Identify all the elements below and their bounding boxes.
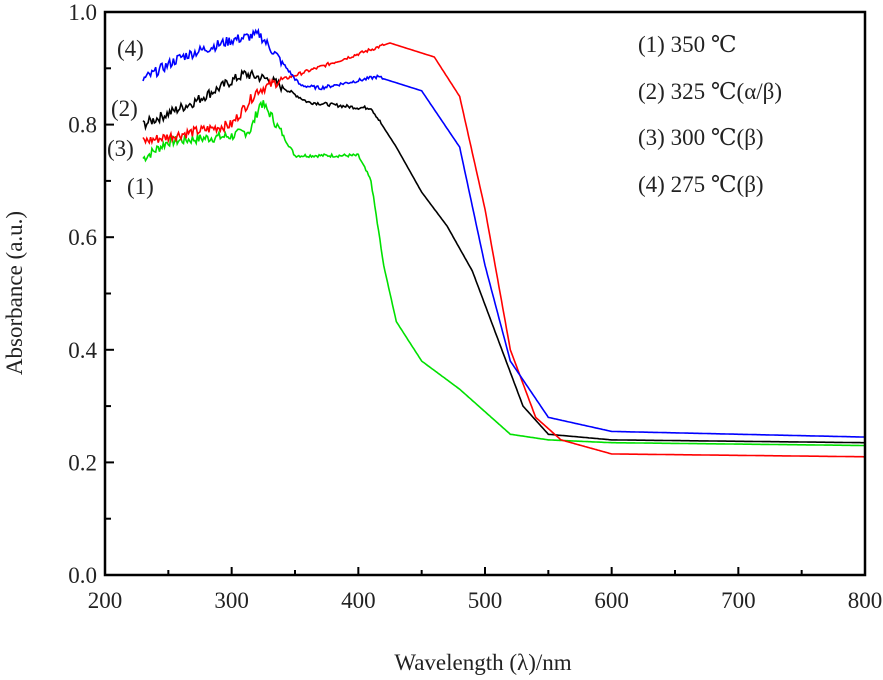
- x-tick-label: 200: [88, 588, 123, 613]
- y-tick-label: 0.0: [68, 563, 97, 588]
- x-tick-label: 400: [341, 588, 376, 613]
- y-tick-label: 0.6: [68, 225, 97, 250]
- series-line-1: [142, 100, 865, 447]
- legend: (1) 350 ℃ (2) 325 ℃(α/β) (3) 300 ℃(β) (4…: [638, 32, 782, 197]
- y-axis-label: Absorbance (a.u.): [2, 211, 27, 375]
- x-tick-label: 700: [721, 588, 756, 613]
- y-tick-label: 1.0: [68, 0, 97, 25]
- legend-entry: (1) 350 ℃: [638, 32, 737, 57]
- curve-label-3: (3): [107, 136, 134, 161]
- series-line-2: [142, 68, 865, 444]
- x-tick-label: 300: [214, 588, 249, 613]
- x-tick-label: 500: [468, 588, 503, 613]
- y-tick-label: 0.2: [68, 450, 97, 475]
- curve-label-4: (4): [117, 36, 144, 61]
- y-tick-label: 0.8: [68, 113, 97, 138]
- curve-label-2: (2): [111, 96, 138, 121]
- series-line-3: [142, 42, 865, 458]
- legend-entry: (3) 300 ℃(β): [638, 125, 764, 150]
- x-tick-label: 800: [848, 588, 883, 613]
- x-axis-label: Wavelength (λ)/nm: [394, 650, 571, 675]
- y-tick-label: 0.4: [68, 338, 97, 363]
- x-tick-label: 600: [594, 588, 629, 613]
- curve-label-1: (1): [127, 174, 154, 199]
- legend-entry: (2) 325 ℃(α/β): [638, 79, 782, 104]
- series-line-4: [142, 27, 866, 438]
- legend-entry: (4) 275 ℃(β): [638, 172, 764, 197]
